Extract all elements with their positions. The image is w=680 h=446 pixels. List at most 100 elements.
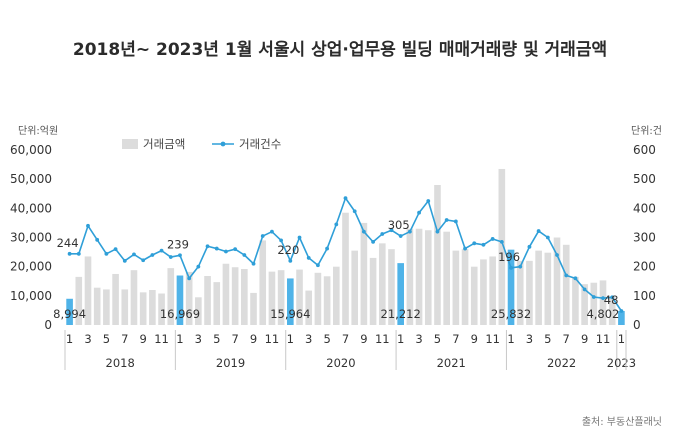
amount-bar: [424, 230, 432, 325]
amount-bar: [75, 276, 83, 326]
count-point: [352, 209, 357, 214]
count-point: [279, 238, 284, 243]
year-label: 2022: [547, 356, 576, 370]
count-point: [76, 251, 81, 256]
count-point: [371, 239, 375, 244]
month-tick-label: 7: [563, 332, 570, 346]
value-labels: 244 239 220 305 196 48 8,994 16,969 15,964 21,212…: [53, 218, 619, 321]
amount-bar: [167, 268, 175, 326]
month-tick-label: 9: [360, 332, 367, 346]
count-point: [122, 258, 127, 263]
count-point: [472, 241, 477, 246]
count-point: [398, 234, 403, 238]
amount-bar: [406, 228, 414, 325]
count-point: [233, 247, 238, 252]
month-tick-label: 1: [618, 332, 625, 346]
amount-bar: [323, 276, 331, 325]
month-tick-label: 9: [581, 332, 588, 346]
amount-bar: [516, 260, 524, 325]
count-point: [242, 253, 247, 257]
month-tick-label: 5: [323, 332, 330, 346]
count-point: [104, 251, 109, 256]
amount-bar: [231, 267, 239, 325]
count-point: [334, 222, 339, 227]
amount-bar: [93, 287, 101, 325]
amount-value-label: 25,832: [491, 307, 531, 321]
amount-bar: [434, 185, 441, 325]
year-label: 2019: [216, 356, 245, 370]
left-tick-label: 0: [44, 318, 52, 332]
amount-bar: [443, 231, 450, 325]
legend: 거래금액 거래건수: [122, 137, 281, 151]
count-point: [187, 276, 192, 281]
count-point: [610, 295, 615, 300]
amount-bars: [66, 168, 625, 326]
month-tick-label: 7: [342, 332, 349, 346]
count-point: [417, 210, 421, 215]
amount-bar: [360, 222, 368, 325]
count-point: [214, 246, 219, 251]
count-point: [132, 252, 136, 257]
month-tick-label: 3: [84, 332, 91, 346]
count-point: [426, 199, 431, 203]
month-tick-label: 1: [507, 332, 514, 346]
amount-bar: [388, 249, 395, 325]
count-point: [564, 273, 569, 278]
left-tick-label: 30,000: [10, 231, 52, 245]
month-tick-label: 1: [287, 332, 294, 346]
amount-bar: [130, 270, 138, 325]
count-point: [343, 196, 348, 201]
x-axis: 1 3 5 7 9 11 1 3 5 7 9 11 1 3 5 7 9 11 1 3 5 7 9 11 1 3 5 7 9 11 12018…: [64, 330, 636, 370]
count-point: [582, 287, 587, 292]
right-tick-label: 0: [633, 318, 641, 332]
count-point: [361, 229, 366, 234]
right-tick-label: 600: [633, 143, 656, 157]
count-point: [591, 295, 596, 299]
month-tick-label: 9: [250, 332, 257, 346]
amount-bar: [342, 212, 349, 325]
legend-amount-swatch: [122, 139, 138, 149]
count-point: [306, 256, 311, 260]
count-point: [499, 239, 504, 244]
left-tick-label: 60,000: [10, 143, 52, 157]
amount-bar: [149, 290, 156, 325]
chart-title: 2018년~ 2023년 1월 서울시 상업·업무용 빌딩 매매거래량 및 거래…: [73, 40, 607, 60]
amount-bar: [351, 250, 359, 326]
amount-bar: [213, 282, 221, 326]
month-tick-label: 5: [544, 332, 551, 346]
legend-amount-label: 거래금액: [143, 137, 185, 151]
count-point: [316, 263, 320, 268]
amount-bar: [452, 250, 460, 326]
right-axis: 600 500 400 300 200 100 0: [633, 143, 656, 332]
count-point: [168, 255, 173, 259]
count-point: [325, 246, 330, 251]
amount-bar: [378, 243, 386, 325]
month-tick-label: 7: [452, 332, 459, 346]
amount-bar: [608, 297, 616, 325]
count-point: [260, 234, 265, 238]
amount-bar: [250, 292, 257, 325]
month-tick-label: 9: [471, 332, 478, 346]
month-tick-label: 11: [265, 332, 280, 346]
count-point: [527, 244, 532, 249]
month-tick-label: 3: [415, 332, 422, 346]
year-label: 2023: [607, 356, 636, 370]
month-tick-label: 11: [375, 332, 390, 346]
left-tick-label: 50,000: [10, 172, 52, 186]
left-tick-label: 10,000: [10, 289, 52, 303]
count-point: [481, 242, 486, 247]
count-value-label: 48: [604, 293, 619, 307]
amount-bar: [241, 269, 248, 325]
count-value-label: 239: [167, 237, 189, 251]
count-point: [67, 251, 72, 256]
count-point: [150, 253, 155, 257]
count-point: [601, 296, 605, 301]
amount-bar: [572, 276, 579, 326]
amount-bar: [314, 272, 322, 325]
month-tick-label: 3: [526, 332, 533, 346]
month-tick-label: 5: [103, 332, 110, 346]
amount-bar: [296, 269, 303, 325]
amount-bar: [599, 280, 607, 326]
month-tick-label: 9: [140, 332, 147, 346]
